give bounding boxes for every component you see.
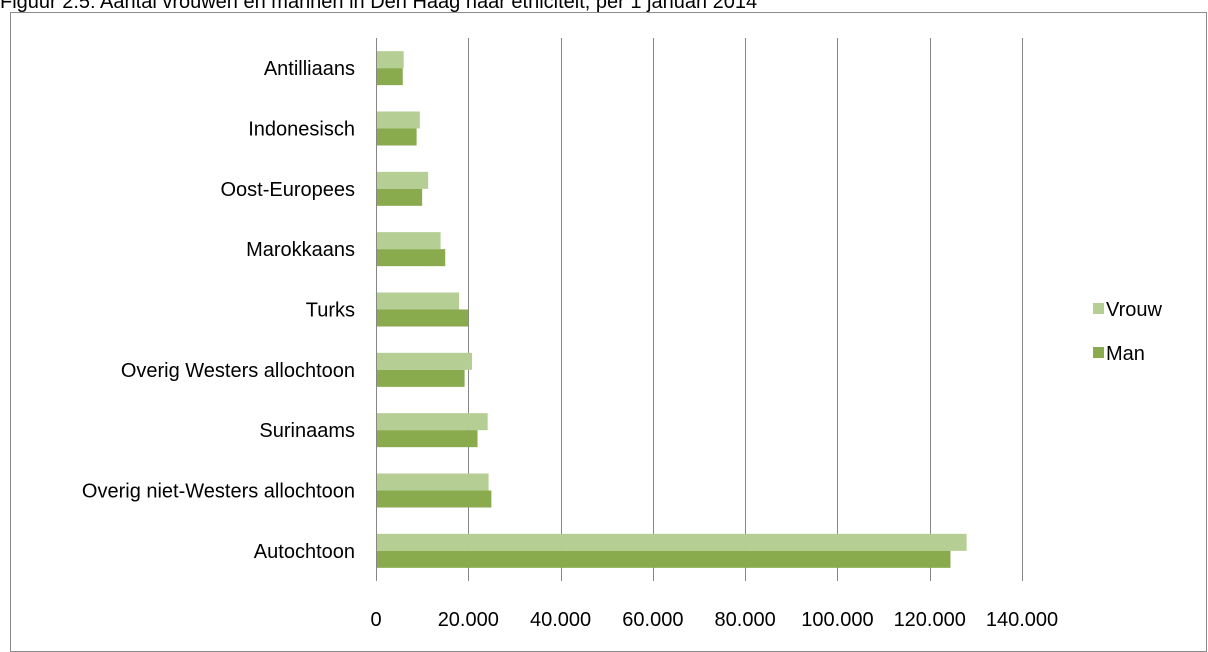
- x-tick-label: 120.000: [894, 609, 966, 631]
- bar-man: [377, 550, 951, 568]
- x-tick-label: 60.000: [622, 609, 683, 631]
- category-label: Antilliaans: [264, 58, 355, 80]
- bar-vrouw: [377, 352, 472, 370]
- legend-swatch-man: [1093, 347, 1104, 358]
- bar-man: [377, 309, 469, 327]
- category-label: Turks: [306, 300, 355, 322]
- category-labels: Antilliaans Indonesisch Oost-Europees Marok…: [82, 58, 355, 563]
- category-label: Marokkaans: [246, 239, 355, 261]
- x-tick-label: 20.000: [438, 609, 499, 631]
- x-tick-label: 40.000: [530, 609, 591, 631]
- bar-man: [377, 369, 465, 387]
- bar-vrouw: [377, 473, 489, 491]
- bar-vrouw: [377, 171, 429, 189]
- bar-vrouw: [377, 413, 488, 431]
- bar-vrouw: [377, 111, 420, 129]
- category-label: Indonesisch: [248, 119, 355, 141]
- bar-man: [377, 430, 478, 448]
- x-tick-label: 140.000: [986, 609, 1058, 631]
- x-tick-label: 0: [370, 609, 381, 631]
- bar-vrouw: [377, 292, 460, 310]
- gridlines: [376, 38, 1023, 581]
- bar-man: [377, 188, 423, 206]
- category-label: Overig niet-Westers allochtoon: [82, 481, 355, 503]
- legend-label-man: Man: [1106, 343, 1145, 365]
- bar-vrouw: [377, 232, 441, 250]
- x-tick-label: 80.000: [715, 609, 776, 631]
- figure-caption: Figuur 2.5: Aantal vrouwen en mannen in …: [0, 0, 758, 13]
- x-tick-labels: 0 20.000 40.000 60.000 80.000 100.000 120.000 1…: [370, 609, 1058, 631]
- category-label: Autochtoon: [254, 541, 355, 563]
- category-label: Surinaams: [259, 420, 355, 442]
- bar-man: [377, 490, 492, 508]
- bars: [377, 51, 967, 568]
- bar-vrouw: [377, 51, 404, 69]
- category-label: Overig Westers allochtoon: [121, 360, 355, 382]
- category-label: Oost-Europees: [220, 179, 355, 201]
- bar-man: [377, 68, 403, 86]
- x-tick-label: 100.000: [801, 609, 873, 631]
- legend-swatch-vrouw: [1093, 303, 1104, 314]
- legend: Vrouw Man: [1093, 299, 1163, 365]
- bar-man: [377, 249, 446, 267]
- bar-man: [377, 128, 417, 146]
- legend-label-vrouw: Vrouw: [1106, 299, 1163, 321]
- bar-vrouw: [377, 533, 967, 551]
